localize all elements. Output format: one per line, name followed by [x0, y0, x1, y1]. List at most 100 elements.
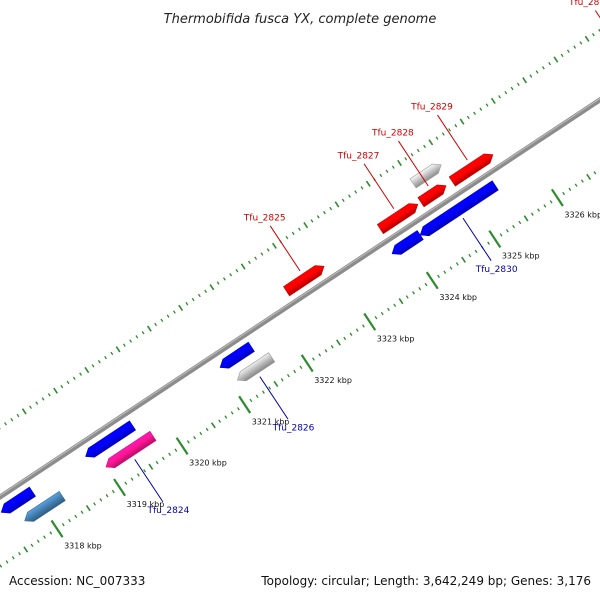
tick-dot — [330, 344, 334, 349]
gene-labels: Tfu_2825 Tfu_2827 Tfu_2828 Tfu_2829 Tfu_2832… — [134, 0, 600, 516]
tick-dot — [216, 281, 220, 285]
label-leader — [269, 225, 301, 272]
gene-arrow[interactable] — [417, 184, 447, 208]
tick-dot — [416, 148, 420, 153]
tick-dot — [512, 224, 516, 229]
tick-dot — [490, 97, 496, 105]
tick-dot — [291, 231, 295, 236]
gene-label[interactable]: Tfu_2827 — [337, 151, 380, 161]
tick-dot — [543, 204, 547, 208]
gene-label[interactable]: Tfu_2829 — [410, 103, 453, 113]
tick-label: 3324 kbp — [439, 293, 477, 302]
tick-dot — [185, 302, 189, 306]
tick-dot — [404, 157, 408, 161]
tick-dot — [455, 262, 459, 266]
gene-label[interactable]: Tfu_2832 — [568, 0, 600, 8]
gene-arrow[interactable] — [236, 352, 276, 382]
tick-dot — [178, 304, 184, 312]
tick-label: 3321 kbp — [252, 417, 290, 426]
tick-dot — [365, 180, 371, 187]
tick-dot — [115, 346, 121, 353]
gene-arrow[interactable] — [85, 420, 137, 458]
tick-dot — [537, 208, 541, 212]
tick-dot — [428, 139, 434, 146]
gene-arrow[interactable] — [24, 490, 66, 522]
tick-dot — [560, 53, 564, 58]
label-leader — [595, 10, 600, 19]
tick-dot — [155, 460, 159, 465]
tick-dot — [249, 398, 253, 403]
gene-label[interactable]: Tfu_2828 — [371, 129, 414, 139]
tick-dot — [10, 417, 14, 422]
label-leader — [462, 217, 492, 261]
gene-arrow[interactable] — [376, 203, 419, 235]
tick-dot — [260, 252, 264, 256]
tick-dot — [80, 510, 84, 514]
tick-dot — [136, 473, 140, 477]
tick-dot — [424, 282, 428, 287]
tick-dot — [146, 325, 152, 332]
tick-dot — [287, 373, 290, 378]
gene-arrow[interactable] — [219, 341, 255, 369]
tick-dot — [566, 49, 570, 53]
tick-dot — [18, 551, 21, 556]
gene-arrow[interactable] — [391, 230, 424, 255]
major-tick — [488, 230, 502, 248]
gene-label[interactable]: Tfu_2825 — [243, 213, 286, 223]
tick-dot — [418, 287, 422, 291]
gene-label[interactable]: Tfu_2830 — [475, 265, 518, 275]
gene-label[interactable]: Tfu_2824 — [147, 506, 190, 516]
tick-dot — [161, 456, 165, 461]
tick-dot — [435, 136, 439, 140]
gene-arrow[interactable] — [419, 180, 499, 237]
tick-dot — [443, 270, 447, 274]
tick-dot — [355, 328, 359, 332]
tick-dot — [129, 339, 133, 343]
tick-dot — [230, 411, 234, 415]
tick-dot — [186, 440, 190, 444]
tick-dot — [541, 66, 545, 70]
tick-dot — [535, 70, 539, 74]
tick-dot — [573, 45, 577, 49]
tick-dot — [229, 273, 233, 277]
backbone-line — [0, 96, 600, 500]
tick-dot — [35, 401, 39, 405]
genome-summary: Topology: circular; Length: 3,642,249 bp… — [261, 574, 591, 588]
tick-dot — [468, 253, 472, 258]
tick-dot — [143, 469, 147, 473]
gene-arrow[interactable] — [448, 153, 494, 187]
tick-dot — [174, 448, 178, 452]
tick-dot — [29, 405, 32, 409]
tick-dot — [354, 190, 358, 194]
gene-arrow[interactable] — [105, 430, 157, 469]
tick-dot — [93, 502, 96, 506]
gene-arrow[interactable] — [283, 265, 325, 297]
tick-dot — [530, 212, 534, 216]
tick-dot — [172, 310, 176, 314]
tick-dot — [111, 489, 115, 494]
label-leader — [437, 114, 468, 161]
gene-arrow[interactable] — [0, 486, 36, 514]
tick-dot — [236, 407, 240, 411]
accession-text: Accession: NC_007333 — [9, 574, 146, 588]
tick-dot — [191, 297, 195, 302]
tick-dot — [255, 394, 259, 399]
tick-dot — [104, 355, 108, 360]
tick-dot — [562, 191, 566, 196]
tick-dot — [449, 266, 453, 270]
tick-dot — [199, 431, 203, 436]
tick-dot — [348, 194, 351, 198]
map-title: Thermobifida fusca YX, complete genome — [164, 12, 437, 27]
tick-dot — [362, 324, 365, 328]
tick-dot — [79, 372, 82, 376]
tick-label: 3326 kbp — [564, 210, 600, 219]
scale-ticks: 3318 kbp 3319 kbp 3320 kbp 3321 kbp 3322 kbp… — [50, 188, 600, 550]
backbone-highlight — [0, 97, 600, 497]
tick-dot — [391, 165, 395, 169]
tick-dot — [254, 256, 258, 260]
gene-label[interactable]: Tfu_2826 — [272, 423, 315, 433]
gene-arrow[interactable] — [409, 163, 442, 189]
tick-dot — [61, 522, 65, 527]
tick-dot — [329, 206, 333, 211]
